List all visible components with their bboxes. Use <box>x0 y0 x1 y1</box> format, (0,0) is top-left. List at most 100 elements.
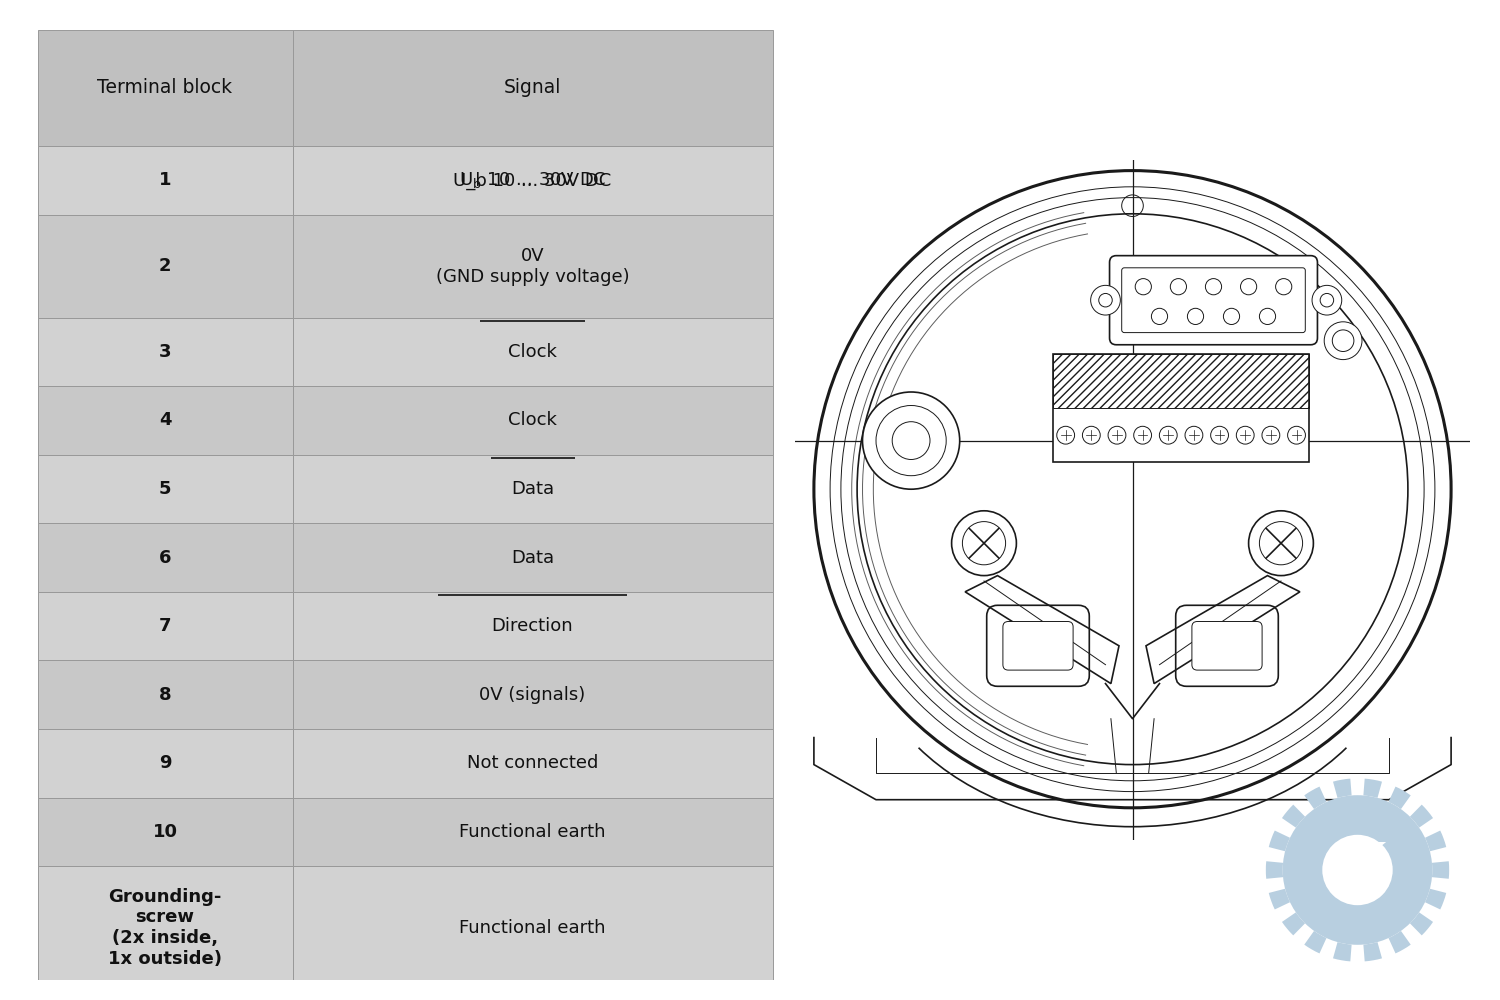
Bar <box>38 729 292 798</box>
Text: Data: Data <box>512 480 554 498</box>
Bar <box>292 318 772 386</box>
Circle shape <box>1312 285 1341 315</box>
Bar <box>292 729 772 798</box>
Circle shape <box>1323 835 1392 905</box>
Wedge shape <box>1432 861 1449 879</box>
Wedge shape <box>1334 942 1352 961</box>
Wedge shape <box>1364 779 1382 798</box>
Text: Functional earth: Functional earth <box>459 919 606 937</box>
Text: Terminal block: Terminal block <box>98 78 232 97</box>
Text: Functional earth: Functional earth <box>459 823 606 841</box>
Bar <box>38 798 292 866</box>
Text: Not connected: Not connected <box>466 754 598 772</box>
Circle shape <box>1282 795 1432 945</box>
Bar <box>38 215 292 318</box>
Wedge shape <box>1410 912 1432 935</box>
Wedge shape <box>1425 889 1446 909</box>
Circle shape <box>1320 293 1334 307</box>
Circle shape <box>1287 426 1305 444</box>
Wedge shape <box>1334 779 1352 798</box>
Text: 6: 6 <box>159 549 171 567</box>
Wedge shape <box>1364 942 1382 961</box>
Text: 1: 1 <box>159 171 171 189</box>
Bar <box>38 866 292 990</box>
Circle shape <box>1210 426 1228 444</box>
Wedge shape <box>1389 787 1410 809</box>
Bar <box>292 866 772 990</box>
Bar <box>292 798 772 866</box>
Circle shape <box>951 511 1017 576</box>
Circle shape <box>1170 279 1186 295</box>
Circle shape <box>1332 330 1354 352</box>
Circle shape <box>1262 426 1280 444</box>
Bar <box>38 318 292 386</box>
Text: $\mathsf{U_b}$ 10 ... 30V DC: $\mathsf{U_b}$ 10 ... 30V DC <box>459 170 606 190</box>
Circle shape <box>1240 279 1257 295</box>
Wedge shape <box>1282 912 1305 935</box>
FancyBboxPatch shape <box>1122 268 1305 333</box>
Wedge shape <box>1269 831 1290 851</box>
Circle shape <box>1248 511 1314 576</box>
Circle shape <box>1206 279 1221 295</box>
Text: 3: 3 <box>159 343 171 361</box>
Wedge shape <box>1410 805 1432 828</box>
Circle shape <box>1160 426 1178 444</box>
Circle shape <box>876 406 946 476</box>
Text: Clock: Clock <box>509 343 556 361</box>
Text: Direction: Direction <box>492 617 573 635</box>
Bar <box>292 523 772 592</box>
Text: Clock: Clock <box>509 411 556 429</box>
FancyBboxPatch shape <box>987 605 1089 686</box>
Wedge shape <box>1266 861 1282 879</box>
FancyBboxPatch shape <box>1053 354 1310 462</box>
FancyBboxPatch shape <box>1176 605 1278 686</box>
FancyBboxPatch shape <box>1004 621 1072 670</box>
Circle shape <box>1152 308 1167 325</box>
Bar <box>38 455 292 523</box>
Bar <box>292 455 772 523</box>
Text: 10: 10 <box>153 823 177 841</box>
Text: Signal: Signal <box>504 78 561 97</box>
Bar <box>292 215 772 318</box>
Bar <box>292 386 772 455</box>
Text: 0V
(GND supply voltage): 0V (GND supply voltage) <box>435 247 630 286</box>
Circle shape <box>1275 279 1292 295</box>
FancyBboxPatch shape <box>1192 621 1262 670</box>
Text: Data: Data <box>512 549 554 567</box>
Circle shape <box>1058 426 1074 444</box>
Text: 8: 8 <box>159 686 171 704</box>
FancyBboxPatch shape <box>1110 256 1317 345</box>
Circle shape <box>1188 308 1203 325</box>
Text: 5: 5 <box>159 480 171 498</box>
Bar <box>38 386 292 455</box>
Text: 9: 9 <box>159 754 171 772</box>
Bar <box>38 592 292 660</box>
Text: 4: 4 <box>159 411 171 429</box>
Wedge shape <box>1389 931 1410 953</box>
Circle shape <box>1090 285 1120 315</box>
Circle shape <box>963 522 1005 565</box>
Text: 7: 7 <box>159 617 171 635</box>
Circle shape <box>1083 426 1100 444</box>
Circle shape <box>1185 426 1203 444</box>
Text: Grounding-
screw
(2x inside,
1x outside): Grounding- screw (2x inside, 1x outside) <box>108 888 222 968</box>
Text: 2: 2 <box>159 257 171 275</box>
Wedge shape <box>1305 787 1326 809</box>
Circle shape <box>862 392 960 489</box>
Wedge shape <box>1282 805 1305 828</box>
Circle shape <box>1324 322 1362 360</box>
Text: $\mathbf{\mathit{K}}$: $\mathbf{\mathit{K}}$ <box>1340 840 1388 902</box>
Circle shape <box>1260 522 1302 565</box>
Circle shape <box>892 422 930 460</box>
Circle shape <box>1098 293 1112 307</box>
Circle shape <box>1236 426 1254 444</box>
Bar <box>38 523 292 592</box>
Circle shape <box>1134 426 1152 444</box>
Circle shape <box>1224 308 1239 325</box>
Circle shape <box>1260 308 1275 325</box>
Wedge shape <box>1425 831 1446 851</box>
Bar <box>292 30 772 146</box>
Circle shape <box>1108 426 1126 444</box>
Text: 0V (signals): 0V (signals) <box>480 686 585 704</box>
Text: U_b 10 ... 30V DC: U_b 10 ... 30V DC <box>453 171 612 190</box>
